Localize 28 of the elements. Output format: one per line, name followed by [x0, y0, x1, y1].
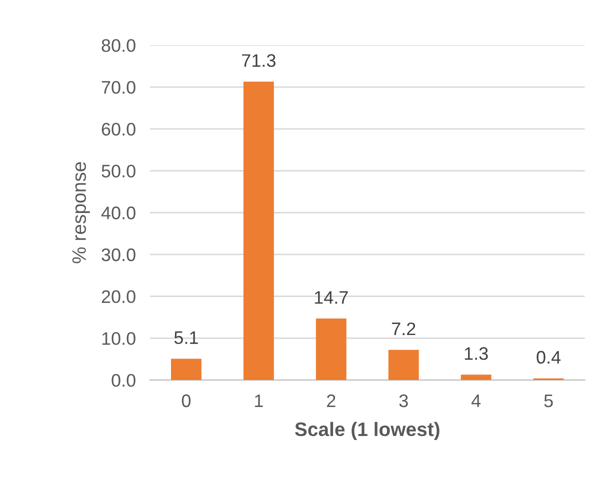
y-tick-label: 70.0 [102, 80, 136, 94]
data-label: 71.3 [242, 54, 276, 67]
bar [460, 374, 492, 380]
y-tick-label: 0.0 [112, 374, 136, 387]
bar [388, 350, 419, 380]
x-axis-title: Scale (1 lowest) [295, 422, 440, 440]
y-tick-label: 60.0 [102, 122, 136, 136]
x-tick-label: 0 [182, 394, 191, 408]
y-tick-label: 40.0 [101, 206, 136, 220]
data-label: 14.7 [314, 291, 348, 304]
x-tick-label: 5 [544, 394, 553, 408]
data-label: 7.2 [392, 322, 416, 336]
y-tick-label: 30.0 [102, 248, 136, 262]
y-axis-title: % response [72, 162, 90, 264]
x-tick-label: 3 [399, 394, 408, 408]
y-tick-label: 10.0 [102, 332, 136, 345]
y-tick-label: 80.0 [102, 39, 136, 52]
data-label: 5.1 [174, 331, 198, 344]
data-label: 1.3 [464, 347, 488, 360]
bar [171, 358, 202, 380]
data-label: 0.4 [536, 350, 561, 364]
bar [243, 82, 274, 380]
bar [316, 318, 346, 380]
x-tick-label: 4 [471, 394, 481, 408]
y-tick-label: 50.0 [102, 164, 136, 178]
x-tick-label: 2 [327, 394, 336, 408]
y-tick-label: 20.0 [102, 290, 136, 304]
x-tick-label: 1 [255, 394, 263, 408]
